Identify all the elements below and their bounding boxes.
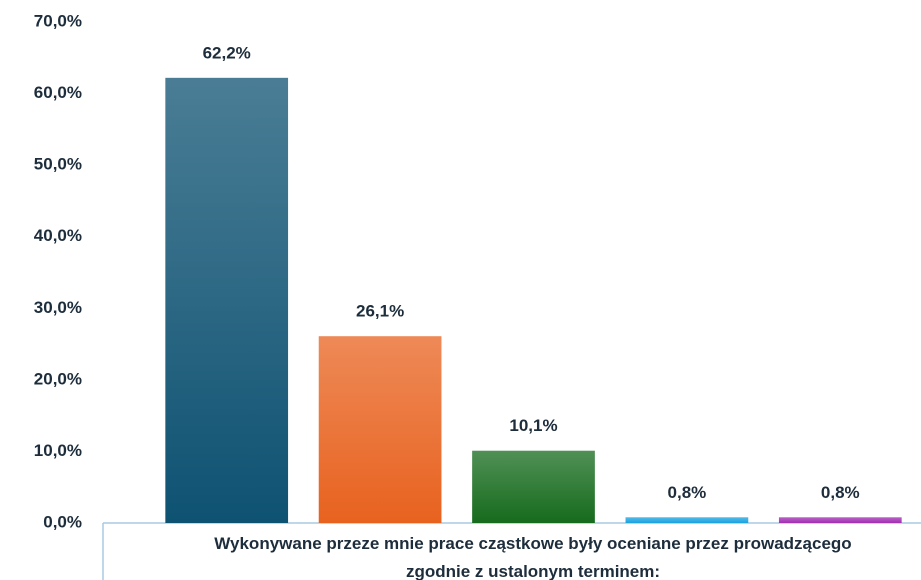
data-label: 26,1% (356, 302, 404, 321)
bar (318, 336, 442, 523)
y-tick-label: 60,0% (34, 83, 82, 102)
y-tick-label: 30,0% (34, 298, 82, 317)
y-tick-label: 70,0% (34, 11, 82, 30)
data-label: 10,1% (509, 416, 557, 435)
y-tick-label: 10,0% (34, 441, 82, 460)
bar (778, 517, 902, 523)
data-label: 62,2% (203, 43, 251, 62)
y-tick-label: 40,0% (34, 226, 82, 245)
y-tick-label: 0,0% (43, 512, 82, 531)
data-label: 0,8% (821, 483, 860, 502)
bar (472, 450, 595, 523)
data-label: 0,8% (668, 483, 707, 502)
y-tick-label: 50,0% (34, 155, 82, 174)
bar (165, 77, 289, 523)
bar (625, 517, 749, 523)
x-axis-label: Wykonywane przeze mnie prace cząstkowe b… (214, 534, 851, 580)
y-tick-label: 20,0% (34, 369, 82, 388)
